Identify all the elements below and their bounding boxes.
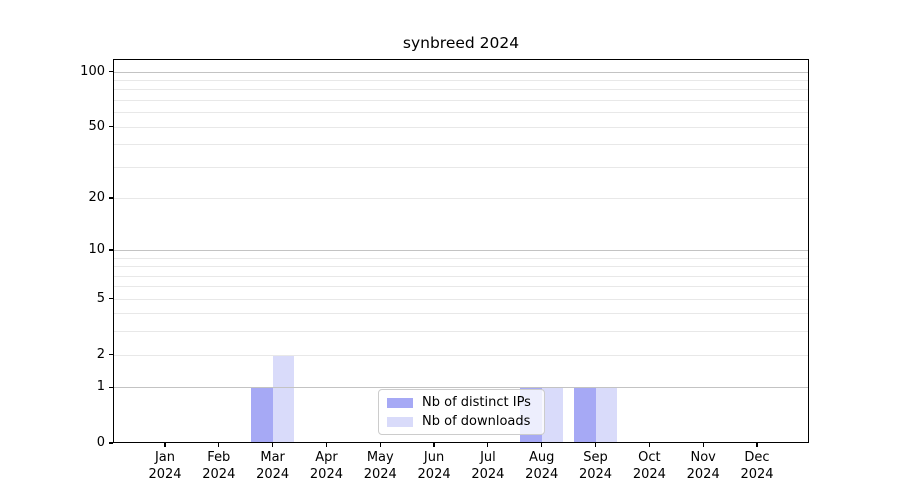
x-tick-label: Nov 2024	[686, 450, 720, 482]
bar-nb-of-downloads-sep	[595, 387, 618, 443]
gridline-minor	[113, 126, 809, 128]
gridline-minor	[113, 112, 809, 114]
x-tick-mark	[325, 443, 328, 447]
y-tick-label: 2	[96, 346, 105, 362]
x-tick-mark	[648, 443, 650, 447]
gridline-minor	[113, 331, 809, 333]
legend: Nb of distinct IPs Nb of downloads	[378, 389, 545, 435]
x-tick-label: May 2024	[363, 450, 397, 482]
gridline-minor	[113, 144, 809, 146]
gridline-minor	[113, 298, 809, 300]
bar-nb-of-downloads-aug	[541, 387, 564, 443]
plot-area: Nb of distinct IPs Nb of downloads	[113, 59, 809, 443]
legend-item-distinct-ips: Nb of distinct IPs	[387, 395, 536, 410]
x-tick-label: Oct 2024	[632, 450, 666, 482]
y-tick-mark	[109, 386, 113, 388]
x-tick-label: Sep 2024	[578, 450, 613, 482]
y-tick-mark	[109, 298, 113, 300]
x-tick-label: Apr 2024	[309, 450, 343, 482]
gridline-minor	[113, 197, 809, 199]
gridline-minor	[113, 354, 809, 356]
x-tick-mark	[379, 443, 381, 447]
y-tick-mark	[109, 442, 113, 444]
x-tick-label: Mar 2024	[256, 450, 290, 482]
chart-title: synbreed 2024	[402, 34, 520, 52]
gridline-minor	[113, 313, 809, 315]
y-tick-label: 50	[88, 118, 105, 134]
y-tick-mark	[109, 197, 113, 199]
y-tick-label: 0	[96, 435, 105, 450]
x-tick-label: Aug 2024	[525, 450, 559, 482]
x-tick-label: Dec 2024	[740, 450, 774, 482]
gridline-minor	[113, 99, 809, 101]
gridline-major	[113, 387, 809, 389]
legend-label-downloads: Nb of downloads	[422, 414, 531, 429]
gridline-minor	[113, 89, 809, 91]
x-tick-label: Jan 2024	[148, 450, 182, 482]
x-tick-mark	[702, 443, 704, 447]
gridline-major	[113, 71, 809, 73]
y-tick-mark	[109, 70, 113, 73]
y-tick-label: 1	[96, 379, 105, 395]
legend-item-downloads: Nb of downloads	[387, 414, 536, 429]
x-tick-mark	[272, 443, 274, 447]
gridline-minor	[113, 257, 809, 259]
x-tick-label: Jul 2024	[471, 450, 505, 482]
x-tick-mark	[164, 443, 166, 447]
gridline-minor	[113, 266, 809, 268]
legend-swatch-downloads	[387, 416, 413, 427]
gridline-minor	[113, 286, 809, 288]
y-tick-label: 5	[96, 290, 105, 306]
y-tick-mark	[109, 249, 113, 251]
x-tick-mark	[433, 443, 435, 447]
x-tick-label: Feb 2024	[202, 450, 236, 482]
legend-swatch-distinct-ips	[387, 397, 413, 408]
gridline-major	[113, 249, 809, 251]
bar-nb-of-distinct-ips-sep	[573, 387, 596, 443]
gridline-minor	[113, 275, 809, 277]
x-tick-mark	[218, 443, 220, 447]
y-tick-label: 10	[88, 241, 105, 257]
y-tick-label: 20	[88, 189, 105, 205]
gridline-minor	[113, 79, 809, 81]
x-tick-label: Jun 2024	[417, 450, 451, 482]
x-tick-mark	[756, 443, 758, 447]
y-tick-label: 100	[80, 63, 105, 79]
x-tick-mark	[487, 443, 489, 447]
bar-nb-of-downloads-mar	[272, 354, 295, 443]
x-tick-mark	[594, 443, 597, 447]
y-tick-mark	[109, 353, 113, 356]
bar-nb-of-distinct-ips-mar	[251, 387, 273, 443]
x-tick-mark	[541, 443, 543, 447]
legend-label-distinct-ips: Nb of distinct IPs	[422, 395, 531, 410]
y-tick-mark	[109, 125, 113, 128]
gridline-minor	[113, 166, 809, 168]
